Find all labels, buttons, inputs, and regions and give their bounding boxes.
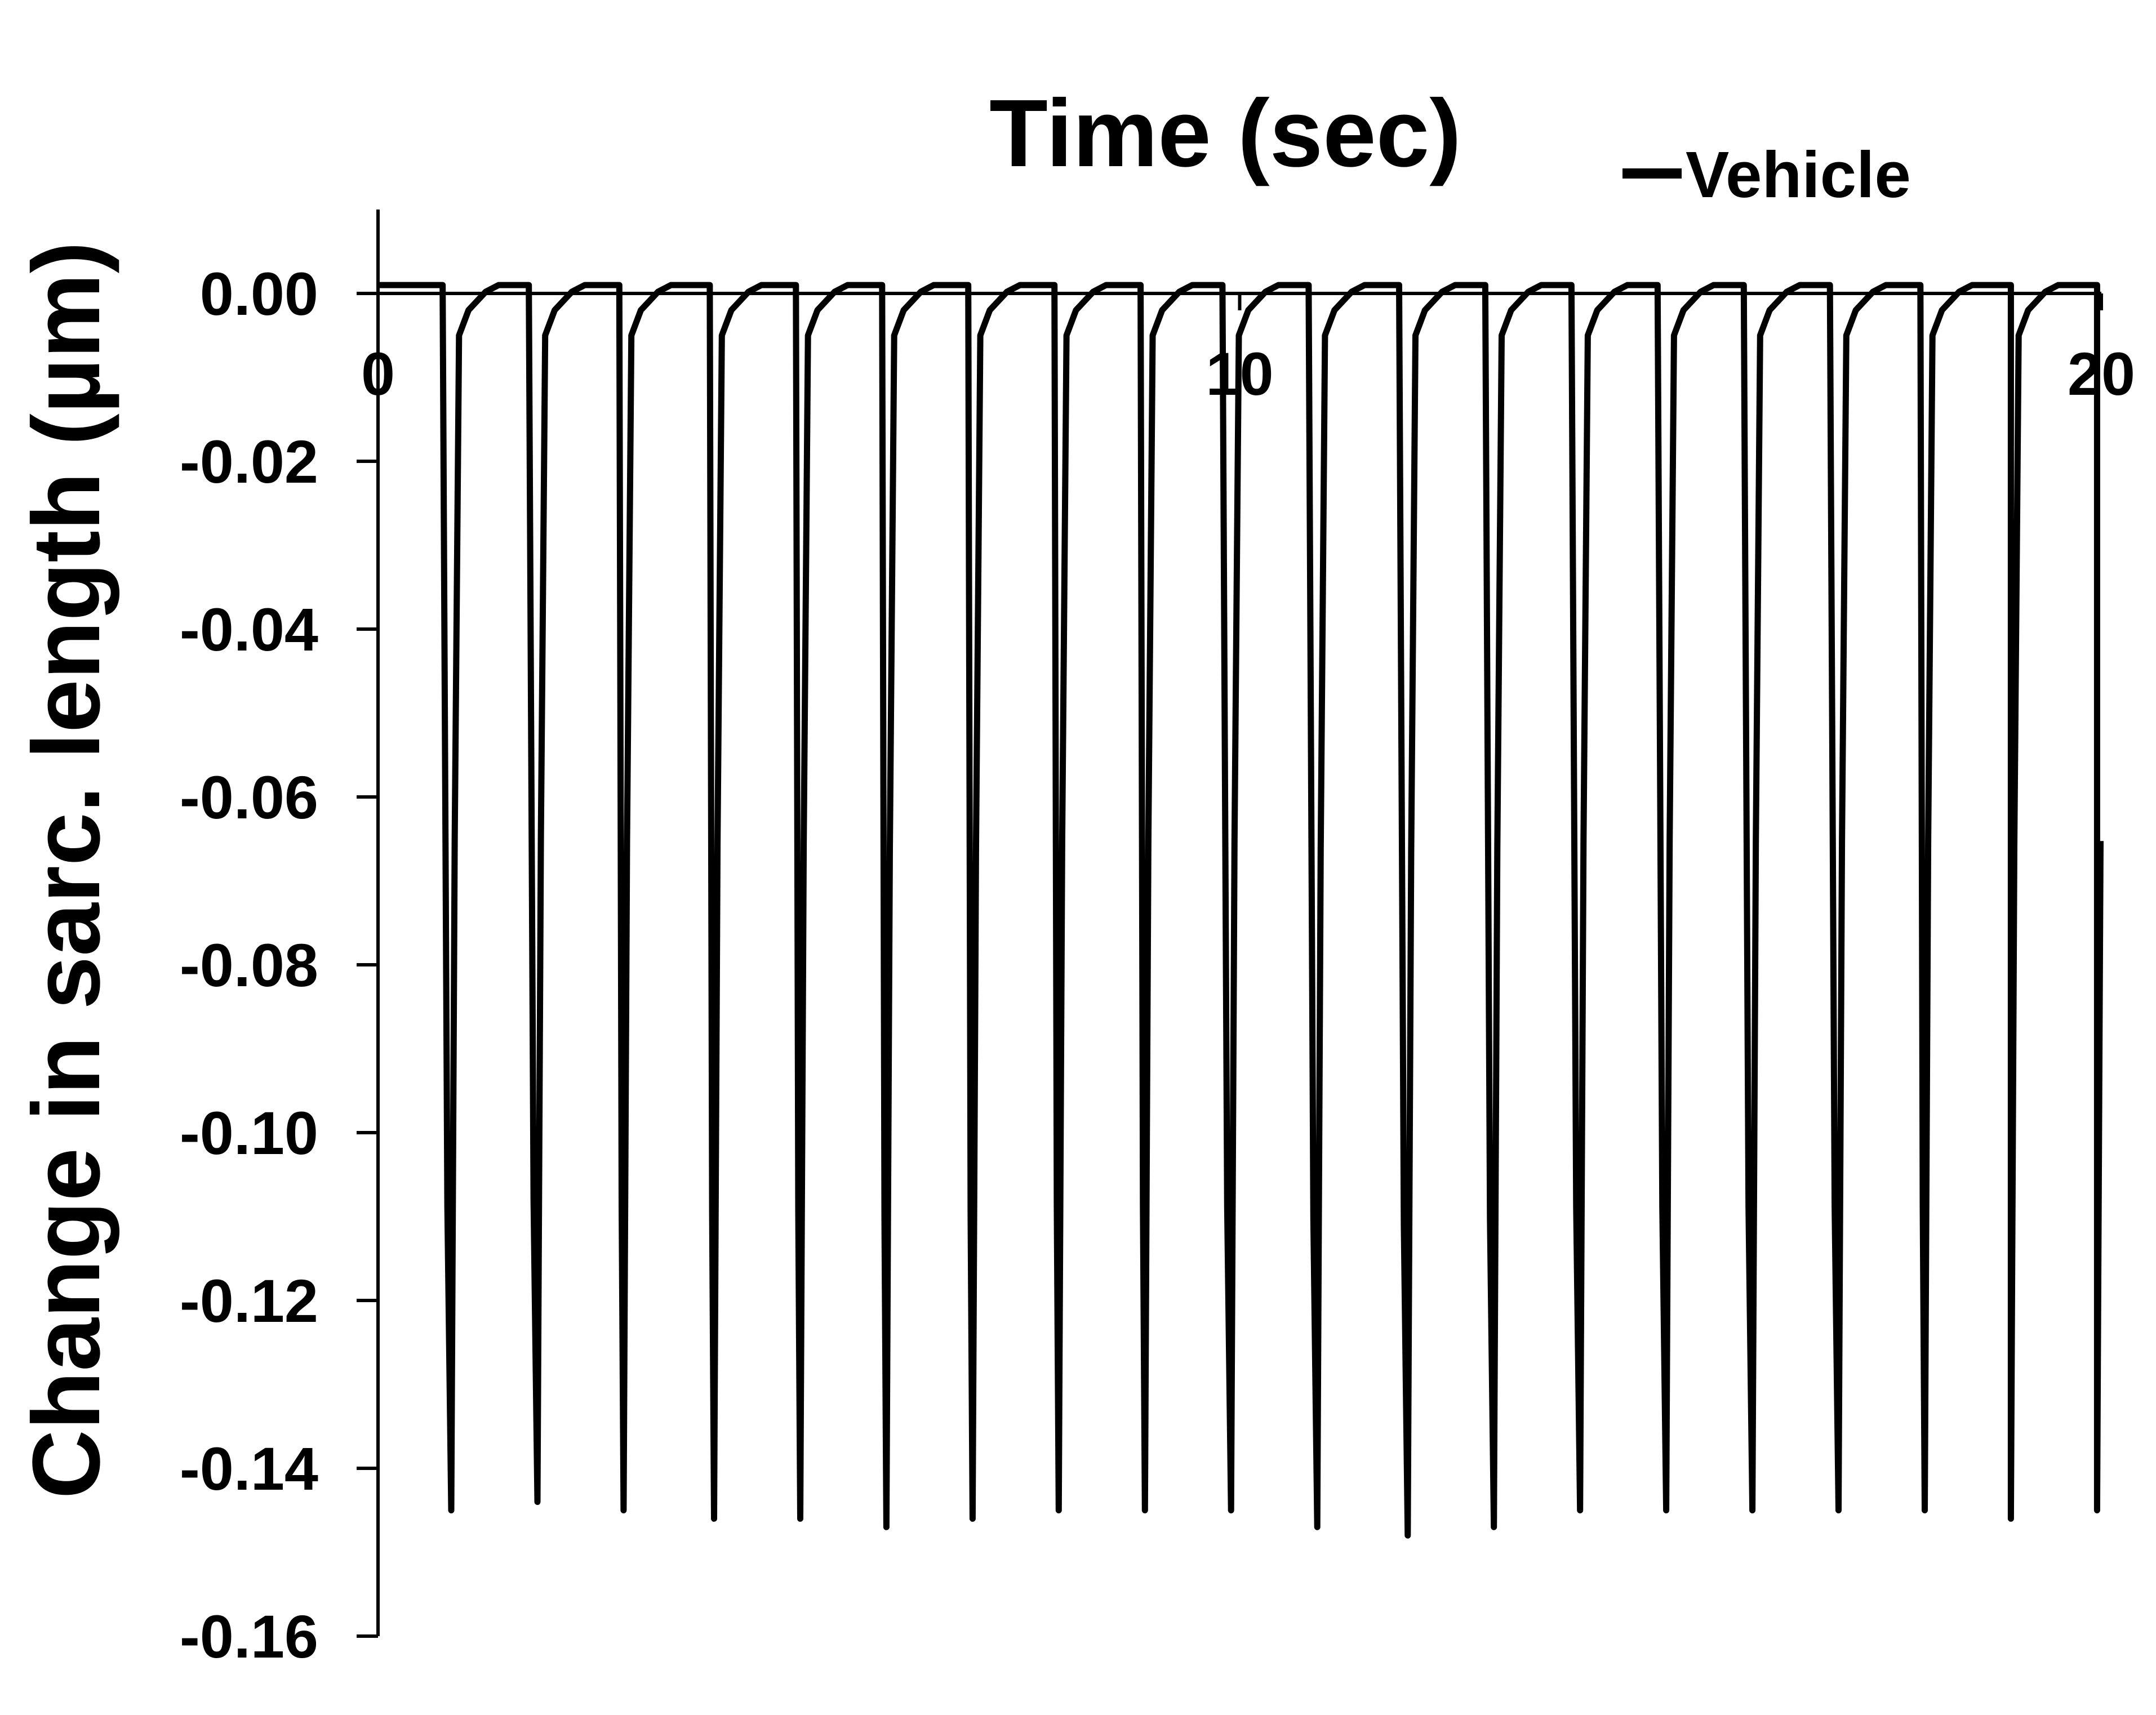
y-axis-title: Change in sarc. length (µm): [13, 242, 120, 1499]
y-tick-label: -0.06: [180, 763, 318, 831]
x-axis-title: Time (sec): [989, 80, 1461, 187]
legend-label-vehicle: Vehicle: [1686, 138, 1911, 211]
y-tick-label: -0.12: [180, 1267, 318, 1335]
series-line-vehicle: [378, 282, 2104, 1539]
y-tick-label: -0.16: [180, 1602, 318, 1671]
y-tick-label: -0.02: [180, 427, 318, 496]
y-tick-label: -0.08: [180, 931, 318, 999]
y-tick-label: -0.10: [180, 1099, 318, 1167]
legend: Vehicle: [1622, 138, 1911, 211]
x-tick-label: 10: [1206, 340, 1273, 408]
y-axis-ticks: 0.00 -0.02 -0.04 -0.06 -0.08 -0.10 -0.12 -0.14 -…: [180, 260, 378, 1671]
y-tick-label: 0.00: [200, 260, 318, 328]
x-tick-label: 20: [2068, 340, 2135, 408]
y-tick-label: -0.14: [180, 1435, 318, 1503]
y-tick-label: -0.04: [180, 595, 318, 663]
series-layer: [378, 282, 2104, 1539]
x-axis-ticks: 0 10 20: [361, 293, 2135, 408]
x-tick-label: 0: [361, 340, 395, 408]
